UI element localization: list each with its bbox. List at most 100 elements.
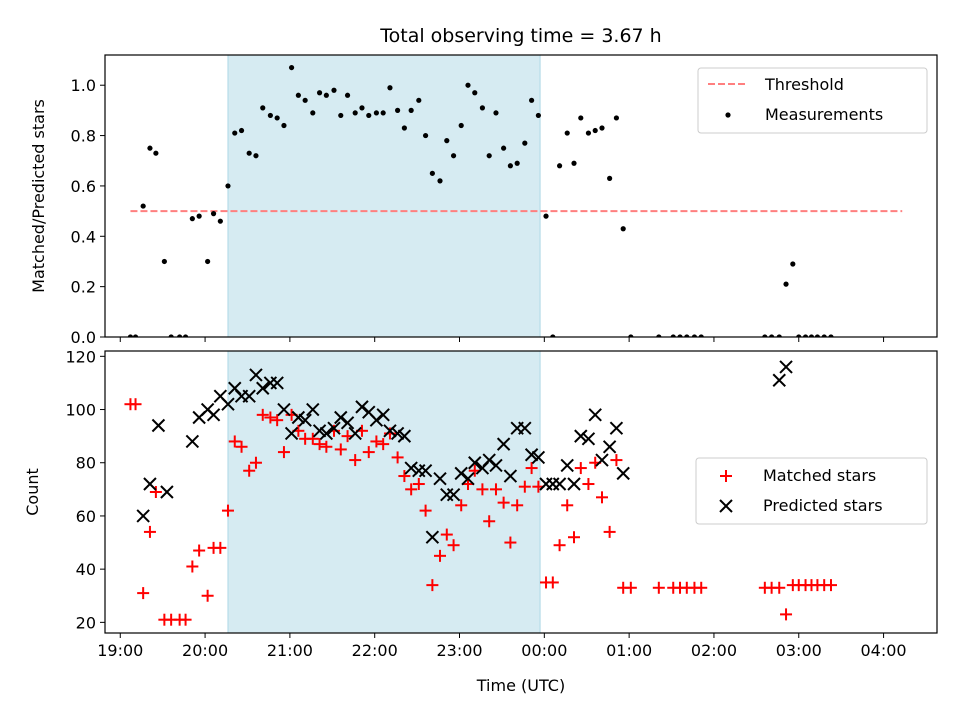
predicted-star-point — [306, 402, 320, 417]
matched-star-point — [377, 438, 390, 451]
predicted-star-point — [602, 440, 617, 454]
top-plot-area — [127, 55, 903, 337]
bottom-y-axis-label: Count — [23, 468, 42, 516]
matched-star-point — [398, 470, 411, 483]
predicted-star-point — [539, 477, 553, 491]
measurement-point — [501, 145, 507, 151]
bottom-legend: Matched stars Predicted stars — [695, 457, 928, 525]
matched-star-point — [264, 411, 277, 424]
predicted-star-point — [482, 453, 496, 467]
matched-star-point — [440, 528, 453, 541]
predicted-star-point — [779, 360, 793, 374]
predicted-star-point — [369, 413, 384, 427]
measurement-point — [316, 90, 323, 96]
measurement-point — [535, 112, 541, 119]
measurement-point — [628, 334, 634, 337]
matched-star-point — [695, 581, 708, 594]
matched-star-point — [149, 486, 162, 498]
measurement-point — [472, 90, 478, 96]
matched-star-point — [518, 480, 531, 493]
measurement-point — [550, 334, 556, 337]
measurement-point — [267, 112, 273, 119]
x-axis-label: Time (UTC) — [476, 676, 565, 695]
measurement-point — [821, 334, 827, 337]
measurement-point — [408, 107, 414, 113]
measurement-point — [302, 97, 308, 103]
x-tick-label: 23:00 — [436, 641, 482, 660]
predicted-star-point — [588, 408, 602, 422]
measurement-point — [168, 334, 174, 337]
predicted-star-point — [609, 421, 624, 435]
series-predicted-stars — [136, 360, 793, 544]
legend-predicted-swatch — [719, 499, 733, 513]
top-legend: Threshold Measurements — [697, 67, 928, 134]
legend-matched-label: Matched stars — [763, 466, 876, 485]
predicted-star-point — [574, 429, 588, 443]
measurement-point — [189, 216, 195, 222]
top-axes-ticks: 0.0 0.2 0.4 0.6 0.8 1.0 — [71, 76, 885, 347]
predicted-star-point — [383, 424, 397, 438]
measurement-point — [161, 258, 167, 265]
x-tick-label: 04:00 — [861, 641, 907, 660]
predicted-star-point — [446, 487, 461, 502]
measurement-point — [486, 153, 492, 159]
predicted-star-point — [298, 413, 312, 427]
measurement-point — [564, 130, 570, 136]
predicted-star-point — [291, 410, 306, 425]
predicted-star-point — [503, 469, 518, 483]
measurement-point — [394, 107, 401, 113]
series-measurements — [127, 64, 834, 337]
predicted-star-point — [567, 477, 581, 491]
measurement-point — [571, 160, 577, 166]
bottom-legend-box — [695, 457, 928, 525]
measurement-point — [153, 150, 159, 156]
measurement-point — [522, 140, 528, 146]
matched-star-point — [610, 454, 623, 467]
y-tick-label: 40 — [76, 560, 96, 579]
predicted-star-point — [277, 402, 291, 417]
y-tick-label: 20 — [76, 613, 96, 632]
measurement-point — [260, 105, 266, 111]
predicted-star-point — [425, 530, 440, 544]
measurement-point — [656, 334, 662, 337]
predicted-star-point — [221, 397, 235, 411]
measurement-point — [205, 258, 211, 265]
predicted-star-point — [560, 458, 574, 473]
predicted-star-point — [468, 456, 482, 470]
matched-star-point — [568, 531, 581, 544]
observing-window-shade — [227, 55, 541, 337]
matched-star-point — [271, 414, 284, 427]
measurement-point — [493, 110, 499, 116]
matched-star-point — [426, 579, 439, 592]
measurement-point — [401, 125, 407, 131]
measurement-point — [529, 97, 535, 103]
measurement-point — [310, 110, 316, 116]
measurement-point — [507, 163, 513, 169]
predicted-star-point — [319, 426, 334, 441]
predicted-star-point — [151, 418, 166, 433]
predicted-star-point — [160, 485, 174, 499]
y-tick-label: 100 — [65, 401, 96, 420]
measurement-point — [225, 183, 231, 189]
predicted-star-point — [616, 466, 630, 481]
chart-title: Total observing time = 3.67 h — [379, 25, 661, 47]
matched-star-point — [561, 499, 574, 512]
x-tick-label: 20:00 — [182, 641, 228, 660]
legend-threshold-label: Threshold — [764, 75, 844, 94]
matched-star-point — [624, 581, 637, 594]
measurement-point — [762, 334, 768, 337]
measurement-point — [177, 334, 183, 337]
x-tick-label: 22:00 — [352, 641, 398, 660]
matched-star-point — [129, 398, 142, 411]
matched-star-point — [214, 541, 227, 554]
predicted-star-point — [454, 466, 468, 481]
measurement-point — [450, 153, 457, 159]
bottom-plot-area — [124, 351, 837, 633]
top-y-axis-label: Matched/Predicted stars — [29, 99, 48, 293]
matched-star-point — [235, 440, 248, 453]
matched-star-point — [412, 478, 425, 491]
measurement-point — [607, 175, 613, 181]
x-tick-label: 01:00 — [606, 641, 652, 660]
predicted-star-point — [581, 432, 596, 446]
y-tick-label: 60 — [76, 507, 96, 526]
